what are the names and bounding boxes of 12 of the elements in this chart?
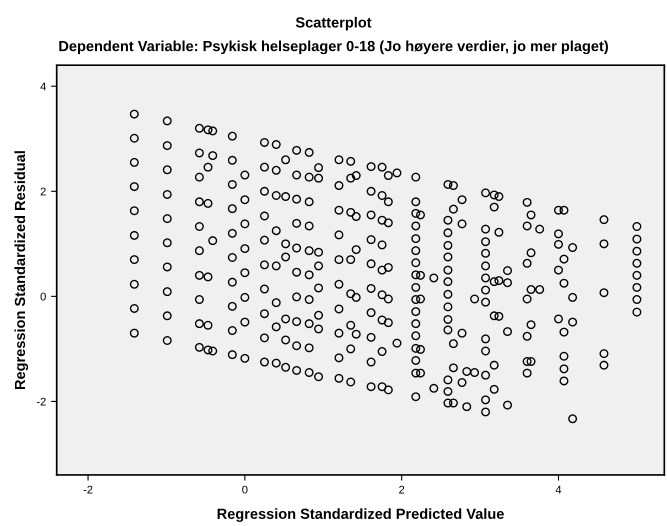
y-tick-label: 2 bbox=[40, 188, 46, 196]
x-tick-label: 0 bbox=[242, 486, 248, 494]
chart-subtitle: Dependent Variable: Psykisk helseplager 0-18 (Jo høyere verdier, jo mer plaget) bbox=[59, 40, 608, 54]
y-axis-title: Regression Standardized Residual bbox=[14, 151, 28, 390]
x-tick-label: 2 bbox=[399, 486, 404, 494]
y-tick-label: -2 bbox=[36, 398, 46, 406]
y-tick-label: 4 bbox=[40, 82, 46, 90]
y-tick-label: 0 bbox=[40, 292, 46, 301]
chart-title: Scatterplot bbox=[296, 16, 372, 30]
x-axis-title: Regression Standardized Predicted Value bbox=[218, 508, 504, 522]
x-tick-label: 4 bbox=[556, 486, 562, 494]
x-tick-label: -2 bbox=[84, 486, 92, 494]
